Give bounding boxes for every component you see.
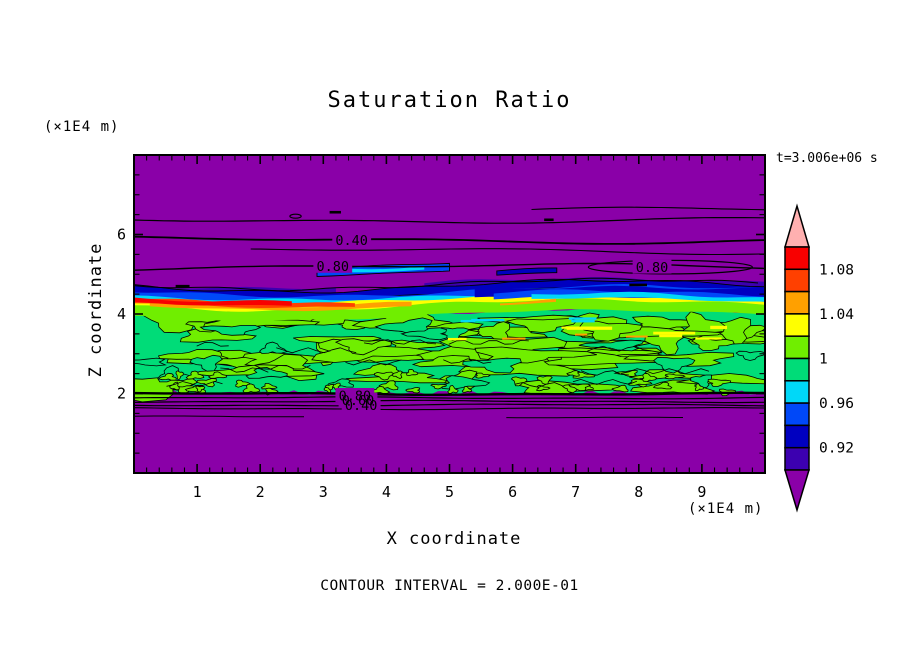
x-tick-label: 1	[193, 483, 202, 501]
z-tick-label: 2	[117, 385, 126, 403]
contour-line-label: 0.80	[636, 260, 669, 276]
x-tick-label: 9	[697, 483, 706, 501]
z-tick-label: 6	[117, 226, 126, 244]
x-tick-label: 6	[508, 483, 517, 501]
contour-line-label: 0.80	[339, 388, 372, 404]
x-tick-label: 3	[319, 483, 328, 501]
plot-frame: 1 2 3 4 5 6 7 8 9 2 4 6	[117, 154, 766, 501]
colorbar-tick-label: 1	[819, 352, 828, 368]
contour-interval-label: CONTOUR INTERVAL = 2.000E-01	[320, 578, 579, 594]
x-tick-label: 7	[571, 483, 580, 501]
contour-line-label: 0.60	[342, 393, 375, 409]
x-tick-label: 2	[256, 483, 265, 501]
colorbar: 1.08 1.04 1 0.96 0.92	[783, 203, 854, 513]
colorbar-tick-label: 0.92	[819, 441, 854, 457]
x-tick-label: 4	[382, 483, 391, 501]
colorbar-tick-label: 0.96	[819, 396, 854, 412]
z-axis-unit-label: (×1E4 m)	[44, 119, 120, 135]
contour-line-label: 0.80	[317, 259, 350, 275]
z-tick-label: 4	[117, 305, 126, 323]
contour-line-label: 0.40	[345, 398, 378, 414]
colorbar-tick-label: 1.08	[819, 262, 854, 278]
colorbar-tick-label: 1.04	[819, 307, 854, 323]
contour-plot-field: 0.400.80 0.800.800.600.40	[134, 155, 765, 473]
x-axis-unit-label: (×1E4 m)	[688, 501, 764, 517]
timestamp-label: t=3.006e+06 s	[776, 151, 878, 166]
chart-title: Saturation Ratio	[327, 88, 572, 113]
contour-line-label: 0.40	[335, 233, 368, 249]
x-tick-label: 8	[634, 483, 643, 501]
x-axis-title: X coordinate	[386, 529, 522, 549]
x-tick-label: 5	[445, 483, 454, 501]
